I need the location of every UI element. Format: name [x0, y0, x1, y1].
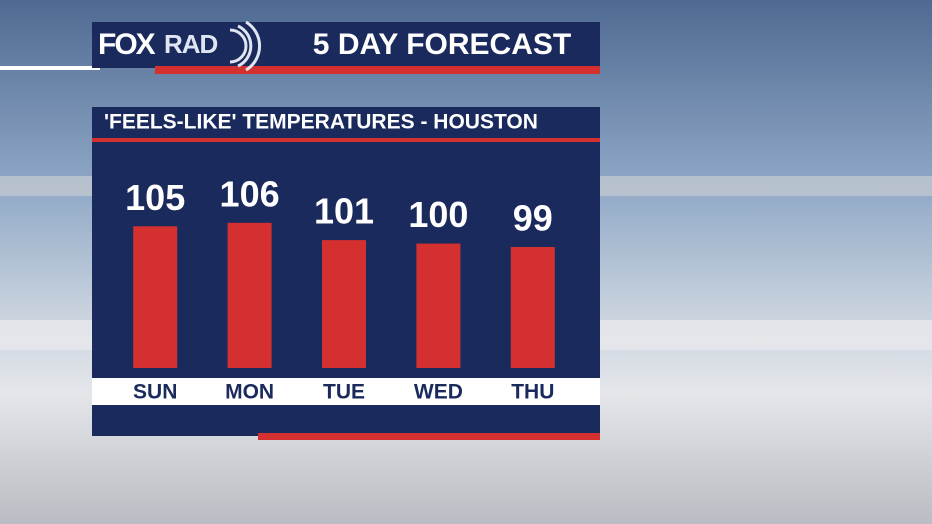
value-label: 100 [408, 194, 468, 235]
chart-subtitle: 'FEELS-LIKE' TEMPERATURES - HOUSTON [104, 111, 538, 134]
plot: SUN 105 MON 106 TUE 101 WED 100 THU 99 [125, 173, 555, 404]
logo-fox: FOX [98, 28, 156, 61]
value-label: 101 [314, 191, 374, 232]
category-strip [92, 378, 600, 405]
logo-rad: RAD [164, 29, 218, 59]
x-tick-label: THU [511, 381, 554, 404]
header-box [92, 22, 600, 68]
x-tick-label: SUN [133, 381, 177, 404]
bar [322, 240, 366, 368]
chart-title: 5 DAY FORECAST [313, 28, 571, 61]
header-line [0, 66, 100, 70]
bar [227, 222, 272, 368]
header-accent [155, 66, 600, 74]
bar [510, 247, 555, 368]
x-tick-label: MON [225, 381, 274, 404]
bar [133, 226, 178, 368]
bar [416, 243, 461, 368]
value-label: 105 [125, 177, 185, 218]
x-tick-label: WED [414, 381, 463, 404]
footer-accent [258, 433, 600, 440]
value-label: 106 [220, 173, 280, 214]
value-label: 99 [513, 198, 553, 239]
subtitle-rule [92, 138, 600, 142]
x-tick-label: TUE [323, 381, 365, 404]
logo-arcs [229, 20, 262, 72]
